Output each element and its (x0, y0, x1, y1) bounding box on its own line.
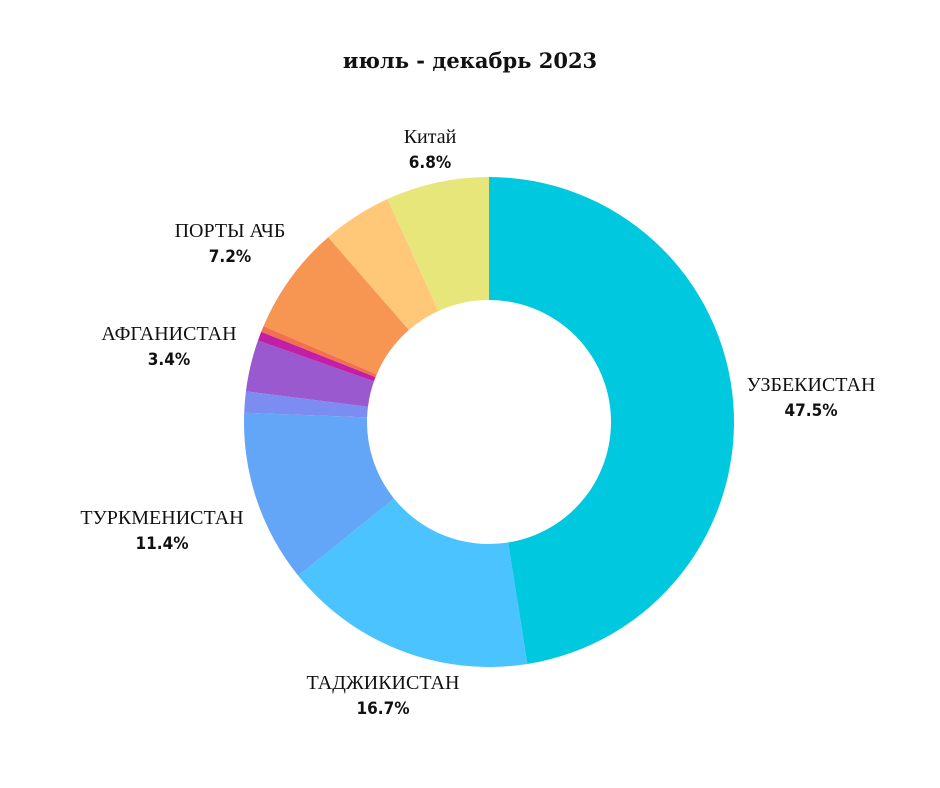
slice-ТУРКМЕНИСТАН (244, 412, 395, 576)
slice-percentage: 16.7% (356, 699, 409, 719)
slice-percentage: 47.5% (784, 401, 837, 421)
slice-label: ТУРКМЕНИСТАН (80, 507, 243, 529)
slice-label: Китай (404, 126, 457, 148)
slice-ПОРТЫ АЧБ (263, 237, 409, 375)
slice-unlabeled-5 (257, 331, 376, 382)
slice-label: ТАДЖИКИСТАН (307, 672, 460, 694)
slice-Китай (387, 177, 489, 311)
slice-АФГАНИСТАН (245, 340, 374, 407)
slice-percentage: 6.8% (409, 153, 451, 173)
slice-label: ПОРТЫ АЧБ (175, 220, 286, 242)
slice-percentage: 11.4% (135, 534, 188, 554)
slice-percentage: 3.4% (148, 350, 190, 370)
slice-unlabeled-3 (244, 391, 368, 418)
slice-ТАДЖИКИСТАН (298, 498, 528, 667)
slice-unlabeled-8 (328, 199, 439, 330)
donut-slices (244, 177, 734, 667)
slice-labels: УЗБЕКИСТАН 47.5% ТАДЖИКИСТАН 16.7% ТУРКМЕНИС… (80, 126, 875, 719)
slice-УЗБЕКИСТАН (489, 177, 734, 664)
slice-label: АФГАНИСТАН (101, 323, 236, 345)
slice-percentage: 7.2% (209, 247, 251, 267)
slice-label: УЗБЕКИСТАН (747, 374, 876, 396)
slice-unlabeled-6 (261, 326, 377, 378)
chart-title: июль - декабрь 2023 (343, 48, 597, 73)
